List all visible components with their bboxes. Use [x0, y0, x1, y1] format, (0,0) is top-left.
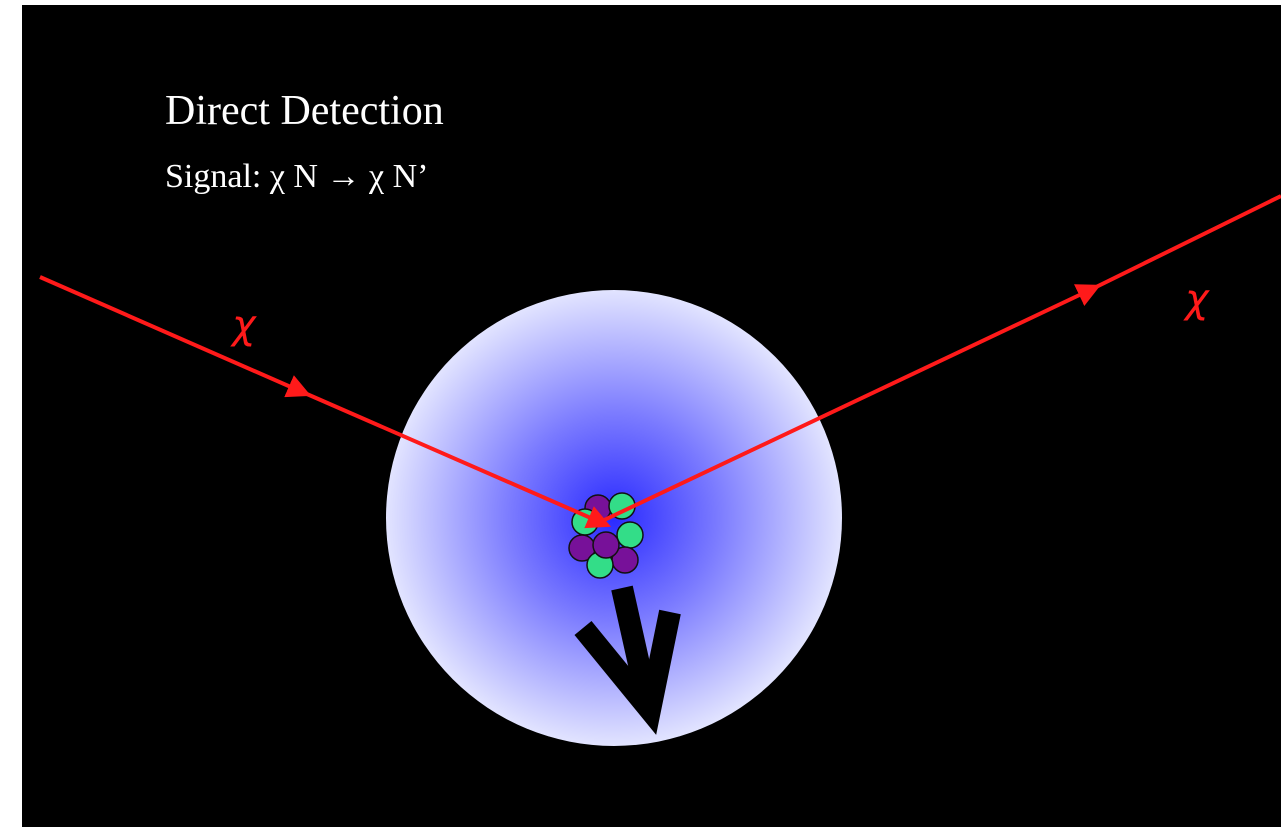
diagram: Direct Detection Signal: χ N → χ N’ χ χ [0, 0, 1281, 831]
signal: Signal: χ N → χ N’ [165, 158, 428, 195]
title: Direct Detection [165, 88, 444, 134]
outgoing-label: χ [1183, 276, 1210, 322]
page: Direct Detection Signal: χ N → χ N’ χ χ … [0, 0, 1281, 831]
incoming-label: χ [230, 302, 257, 348]
